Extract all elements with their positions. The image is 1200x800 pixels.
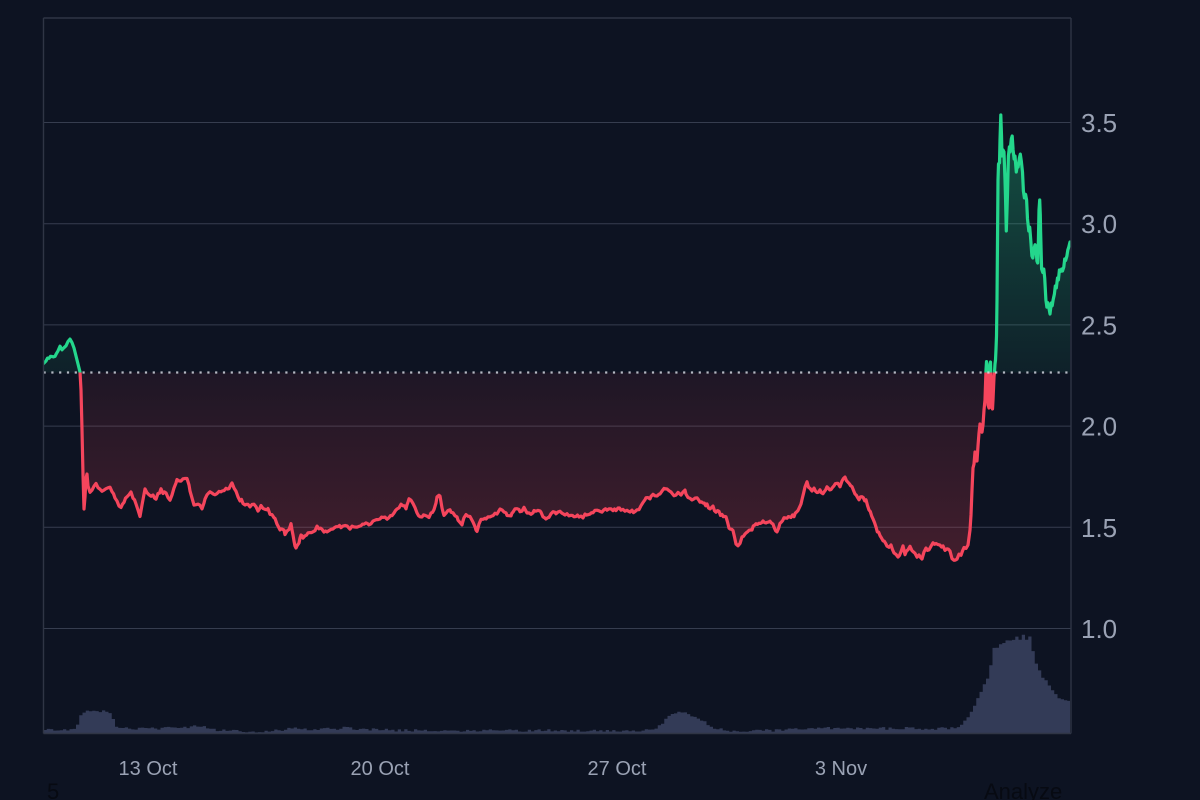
svg-text:3.5: 3.5 — [1081, 108, 1117, 138]
svg-text:1.5: 1.5 — [1081, 513, 1117, 543]
svg-text:3.0: 3.0 — [1081, 209, 1117, 239]
svg-text:13 Oct: 13 Oct — [119, 758, 178, 780]
svg-text:27 Oct: 27 Oct — [588, 758, 647, 780]
svg-text:5: 5 — [47, 779, 59, 800]
svg-text:1.0: 1.0 — [1081, 614, 1117, 644]
svg-text:Analyze: Analyze — [984, 779, 1062, 800]
svg-text:2.5: 2.5 — [1081, 310, 1117, 340]
svg-text:2.0: 2.0 — [1081, 412, 1117, 442]
svg-text:3 Nov: 3 Nov — [815, 758, 867, 780]
svg-text:20 Oct: 20 Oct — [351, 758, 410, 780]
